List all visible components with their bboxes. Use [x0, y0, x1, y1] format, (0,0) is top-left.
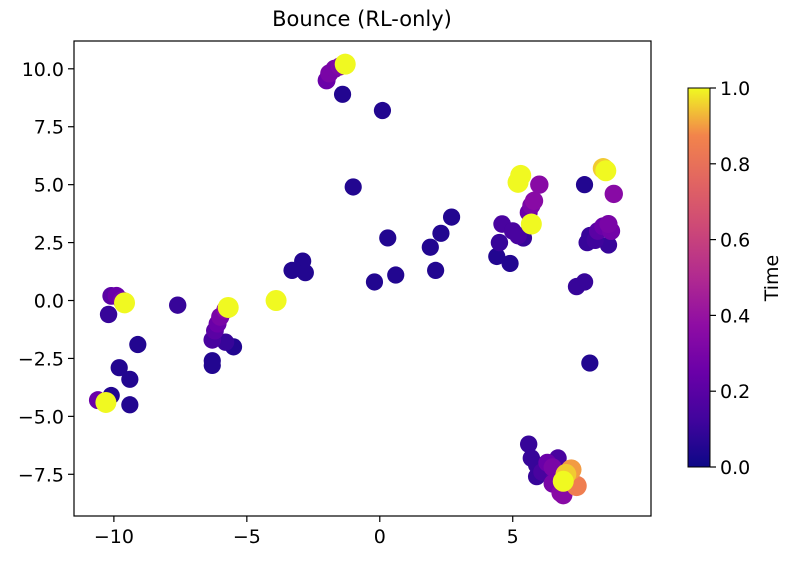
colorbar-tick-label: 0.2 — [720, 381, 750, 403]
scatter-point — [110, 359, 128, 377]
scatter-point — [334, 53, 356, 75]
scatter-point — [387, 266, 405, 284]
scatter-point — [114, 292, 136, 314]
scatter-point — [567, 277, 586, 296]
scatter-point — [520, 213, 542, 235]
scatter-point — [488, 247, 506, 266]
colorbar-tick-label: 0.6 — [720, 230, 750, 252]
scatter-point — [501, 254, 519, 273]
scatter-point — [599, 214, 618, 234]
colorbar-tick-label: 1.0 — [720, 78, 750, 100]
y-tick-label: 10.0 — [22, 59, 64, 81]
y-tick-label: −5.0 — [18, 406, 64, 428]
scatter-point — [121, 396, 139, 414]
scatter-point — [552, 470, 574, 492]
scatter-point — [604, 184, 623, 204]
colorbar-bar — [687, 87, 711, 468]
chart-title: Bounce (RL-only) — [272, 7, 452, 31]
scatter-point — [421, 238, 439, 256]
point-layer — [88, 53, 623, 505]
scatter-point — [296, 264, 314, 282]
x-tick-label: −10 — [94, 526, 134, 548]
scatter-point — [95, 391, 117, 413]
scatter-point — [599, 236, 618, 254]
x-tick-label: 5 — [507, 526, 519, 548]
scatter-point — [129, 335, 147, 354]
scatter-point — [333, 85, 352, 103]
scatter-point — [121, 370, 139, 388]
y-tick-label: −7.5 — [18, 464, 64, 486]
scatter-point — [530, 175, 549, 194]
scatter-point — [344, 178, 362, 196]
scatter-point — [99, 305, 118, 324]
scatter-point — [379, 229, 397, 247]
scatter-point — [217, 296, 239, 318]
scatter-point — [427, 261, 445, 279]
scatter-point — [442, 208, 461, 226]
x-tick-label: −5 — [233, 526, 261, 548]
plot-frame — [73, 40, 652, 517]
y-tick-label: 7.5 — [34, 117, 64, 139]
scatter-point — [169, 296, 187, 314]
scatter-point — [519, 435, 538, 453]
y-tick-label: 5.0 — [34, 175, 64, 197]
scatter-point — [524, 191, 544, 211]
scatter-point — [595, 160, 617, 182]
colorbar-tick-label: 0.4 — [720, 305, 750, 327]
y-tick-label: 0.0 — [34, 291, 64, 313]
scatter-point — [203, 356, 221, 374]
scatter-point — [432, 224, 450, 242]
colorbar-label: Time — [761, 255, 783, 303]
colorbar-tick-label: 0.8 — [720, 154, 750, 176]
scatter-point — [373, 101, 392, 120]
scatter-point — [510, 164, 532, 186]
scatter-point — [490, 233, 509, 252]
x-axis: −10 −5 0 5 — [94, 516, 519, 548]
y-tick-label: −2.5 — [18, 348, 64, 370]
x-tick-label: 0 — [374, 526, 386, 548]
scatter-point — [265, 290, 287, 312]
colorbar-axis: 0.0 0.2 0.4 0.6 0.8 1.0 — [710, 78, 750, 479]
scatter-point — [365, 273, 384, 291]
scatter-point — [575, 176, 594, 194]
y-tick-label: 2.5 — [34, 233, 64, 255]
scatter-point — [509, 226, 527, 245]
scatter-point — [216, 333, 235, 351]
scatter-point — [581, 354, 599, 372]
y-axis: −7.5 −5.0 −2.5 0.0 2.5 5.0 7.5 10.0 — [18, 59, 74, 486]
colorbar-tick-label: 0.0 — [720, 457, 750, 479]
